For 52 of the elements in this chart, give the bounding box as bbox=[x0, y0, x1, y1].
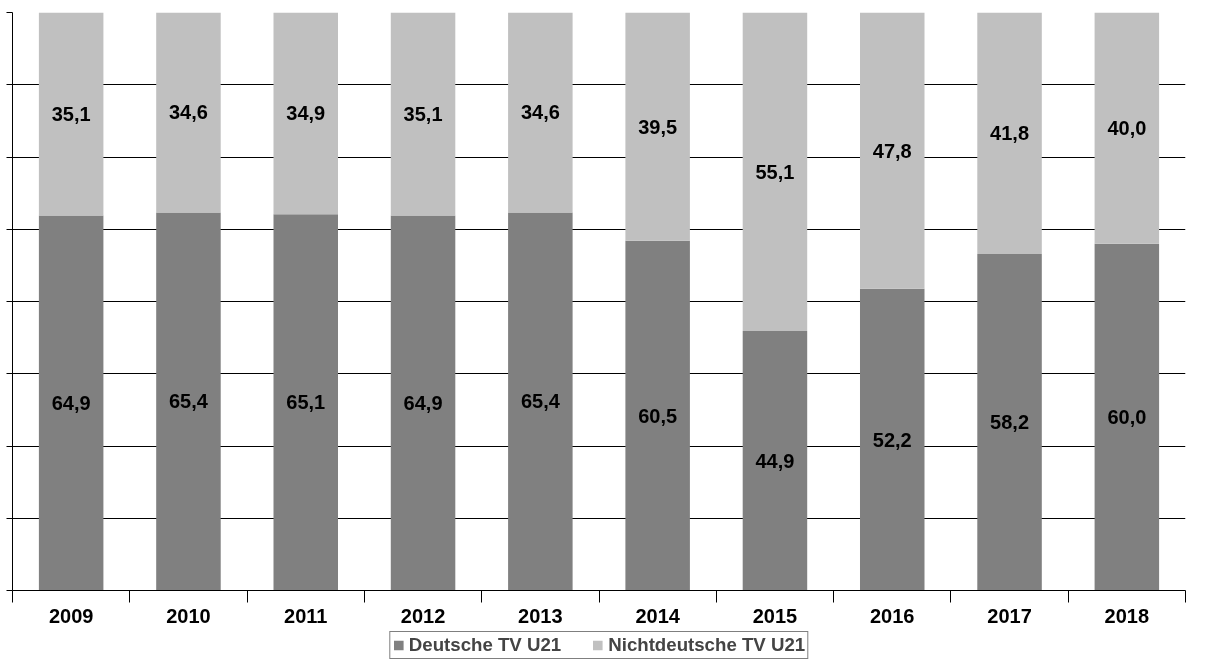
bar bbox=[508, 12, 573, 213]
bar bbox=[273, 214, 339, 591]
bar bbox=[156, 12, 221, 213]
bar bbox=[38, 12, 104, 216]
x-tick-label: 2016 bbox=[870, 604, 915, 627]
data-label: 64,9 bbox=[51, 391, 91, 414]
data-label: 52,2 bbox=[872, 428, 912, 451]
data-label: 34,6 bbox=[168, 101, 208, 124]
x-tick-label: 2018 bbox=[1104, 604, 1150, 627]
data-label: 47,8 bbox=[872, 139, 912, 162]
data-label: 60,0 bbox=[1107, 406, 1147, 429]
bar bbox=[38, 215, 104, 591]
x-tick-label: 2010 bbox=[166, 604, 211, 627]
data-label: 58,2 bbox=[990, 411, 1030, 434]
bar bbox=[1094, 243, 1160, 591]
data-label: 65,1 bbox=[286, 391, 326, 414]
data-label: 65,4 bbox=[168, 390, 209, 413]
bar bbox=[977, 12, 1042, 255]
bar bbox=[1094, 12, 1160, 244]
bar bbox=[156, 212, 221, 591]
data-label: 44,9 bbox=[755, 449, 795, 472]
bar bbox=[859, 12, 925, 289]
data-label: 55,1 bbox=[755, 160, 795, 183]
data-label: 34,9 bbox=[286, 102, 326, 125]
data-label: 60,5 bbox=[638, 404, 678, 427]
legend-label: Deutsche TV U21 bbox=[408, 634, 562, 656]
data-label: 35,1 bbox=[51, 102, 91, 125]
bar bbox=[977, 254, 1042, 591]
data-label: 65,4 bbox=[520, 390, 561, 413]
data-label: 34,6 bbox=[520, 101, 560, 124]
data-label: 39,5 bbox=[638, 115, 678, 138]
x-tick-label: 2011 bbox=[284, 604, 328, 627]
bar bbox=[508, 212, 573, 591]
bar bbox=[273, 12, 339, 215]
bar bbox=[390, 215, 456, 591]
x-tick-label: 2014 bbox=[635, 604, 681, 627]
x-tick-label: 2015 bbox=[752, 604, 798, 627]
x-tick-label: 2013 bbox=[518, 604, 563, 627]
legend-label: Nichtdeutsche TV U21 bbox=[608, 634, 806, 656]
data-label: 41,8 bbox=[990, 122, 1030, 145]
bar bbox=[625, 12, 690, 241]
x-tick-label: 2012 bbox=[400, 604, 446, 627]
bar bbox=[390, 12, 456, 216]
data-label: 64,9 bbox=[403, 391, 443, 414]
bar bbox=[859, 288, 925, 591]
bar bbox=[625, 240, 690, 591]
bar bbox=[742, 12, 808, 331]
data-label: 35,1 bbox=[403, 102, 443, 125]
x-tick-label: 2009 bbox=[48, 604, 94, 627]
x-tick-label: 2017 bbox=[987, 604, 1032, 627]
data-label: 40,0 bbox=[1107, 117, 1147, 140]
bar bbox=[742, 330, 808, 591]
